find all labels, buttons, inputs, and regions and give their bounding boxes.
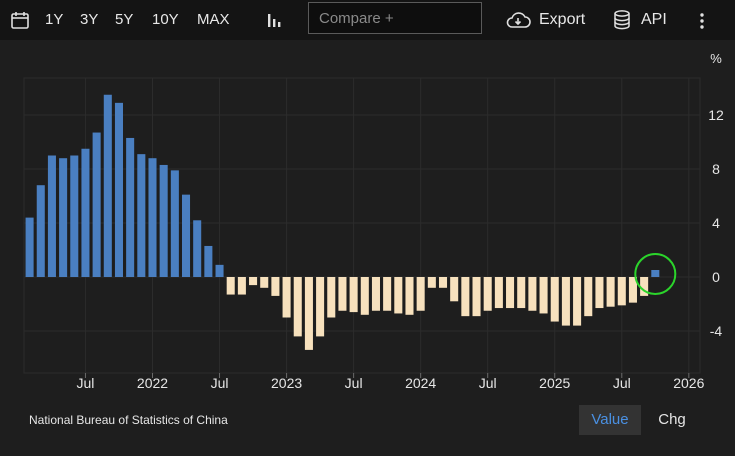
bar xyxy=(371,277,380,311)
y-tick-label: -4 xyxy=(710,323,723,339)
value-toggle-button[interactable]: Value xyxy=(579,405,641,435)
y-tick-label: 8 xyxy=(712,161,720,177)
chart-type-icon[interactable] xyxy=(265,10,283,35)
bar xyxy=(159,164,168,277)
bar xyxy=(36,185,45,277)
bar xyxy=(528,277,537,311)
latest-value-highlight xyxy=(634,253,677,295)
bar xyxy=(25,217,34,277)
x-tick-label: Jul xyxy=(479,375,497,391)
bar xyxy=(416,277,425,311)
bar xyxy=(506,277,515,309)
x-tick-label: 2026 xyxy=(673,375,704,391)
x-tick-label: 2022 xyxy=(137,375,168,391)
range-1y-button[interactable]: 1Y xyxy=(45,11,64,28)
bar xyxy=(550,277,559,322)
calendar-icon[interactable] xyxy=(10,10,30,35)
range-max-button[interactable]: MAX xyxy=(197,11,230,28)
x-tick-label: Jul xyxy=(77,375,95,391)
range-10y-button[interactable]: 10Y xyxy=(152,11,179,28)
bar xyxy=(494,277,503,309)
bar xyxy=(59,158,68,277)
database-icon[interactable] xyxy=(612,9,632,36)
bar xyxy=(584,277,593,317)
bar xyxy=(193,220,202,277)
bar xyxy=(282,277,291,318)
bar xyxy=(651,270,660,277)
export-button[interactable]: Export xyxy=(539,11,586,28)
bar xyxy=(405,277,414,315)
bar xyxy=(181,194,191,277)
bar xyxy=(237,277,246,295)
bar xyxy=(271,277,280,296)
x-tick-label: Jul xyxy=(345,375,363,391)
bar xyxy=(461,277,470,317)
y-tick-label: 0 xyxy=(712,269,720,285)
bar xyxy=(114,102,123,277)
bar xyxy=(573,277,582,326)
bar xyxy=(170,170,179,277)
y-tick-label: 4 xyxy=(712,215,720,231)
bar xyxy=(450,277,459,302)
bar xyxy=(92,132,101,277)
bar xyxy=(349,277,358,313)
bar xyxy=(316,277,325,337)
bar xyxy=(595,277,604,309)
bar xyxy=(293,277,302,337)
bar xyxy=(226,277,235,295)
bar xyxy=(47,155,56,277)
bar xyxy=(438,277,448,288)
bar xyxy=(427,277,436,288)
bar xyxy=(260,277,269,288)
x-tick-label: 2025 xyxy=(539,375,570,391)
bar-chart: 12 8 4 0 -4% Jul 2022 Jul 2023 Jul 2024 Jul 2025 Jul 2… xyxy=(23,51,724,391)
more-options-icon[interactable] xyxy=(698,12,706,35)
source-label: National Bureau of Statistics of China xyxy=(29,413,228,427)
api-button[interactable]: API xyxy=(641,11,667,28)
range-5y-button[interactable]: 5Y xyxy=(115,11,134,28)
bar xyxy=(606,277,615,307)
bar xyxy=(126,137,135,277)
bar xyxy=(204,245,213,277)
bar xyxy=(539,277,548,314)
range-3y-button[interactable]: 3Y xyxy=(80,11,99,28)
compare-box xyxy=(308,2,482,34)
bar xyxy=(81,148,90,277)
bar xyxy=(70,155,79,277)
bar xyxy=(472,277,481,317)
chg-toggle-button[interactable]: Chg xyxy=(658,411,686,428)
bar xyxy=(148,158,157,277)
x-tick-label: 2024 xyxy=(405,375,436,391)
bar xyxy=(215,264,224,277)
plot-area xyxy=(23,77,701,374)
bar xyxy=(617,277,626,306)
bar xyxy=(304,277,313,350)
x-tick-label: Jul xyxy=(211,375,229,391)
cloud-download-icon[interactable] xyxy=(505,9,531,36)
bar xyxy=(103,94,112,277)
toolbar: 1Y 3Y 5Y 10Y MAX Export API xyxy=(0,0,735,40)
bar xyxy=(561,277,570,326)
bar xyxy=(327,277,336,318)
y-tick-label: 12 xyxy=(708,107,724,123)
bar xyxy=(383,277,392,311)
y-unit-label: % xyxy=(710,51,722,66)
bar xyxy=(137,154,146,277)
bar xyxy=(483,277,492,311)
bar xyxy=(338,277,347,311)
bar xyxy=(640,277,649,296)
bar xyxy=(628,277,637,303)
bar xyxy=(394,277,403,314)
bar xyxy=(517,277,526,309)
bar xyxy=(249,277,258,286)
x-tick-label: 2023 xyxy=(271,375,302,391)
x-tick-label: Jul xyxy=(613,375,631,391)
compare-input[interactable] xyxy=(309,3,481,33)
bar xyxy=(360,277,369,315)
